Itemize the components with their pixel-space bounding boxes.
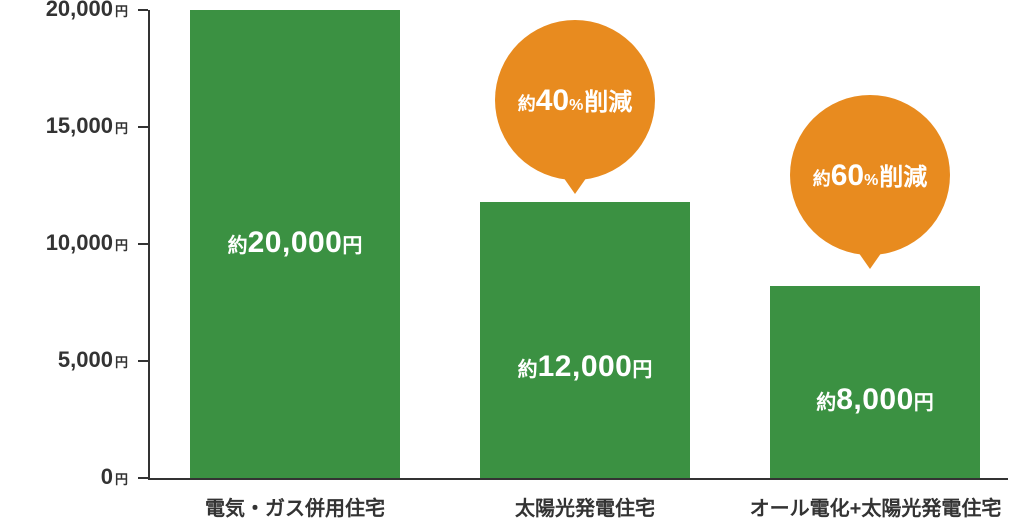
reduction-bubble-text: 約60%削減 (813, 157, 928, 193)
x-axis-label: 電気・ガス併用住宅 (190, 492, 400, 521)
y-axis-label: 10,000円 (46, 230, 128, 256)
y-tick-suffix: 円 (115, 4, 128, 19)
bar: 約12,000円 (480, 202, 690, 478)
y-tick-suffix: 円 (115, 121, 128, 136)
y-tick-value: 15,000 (46, 113, 113, 138)
bar: 約20,000円 (190, 10, 400, 478)
reduction-bubble: 約60%削減 (790, 95, 950, 255)
x-axis-line (148, 478, 1008, 480)
y-tick-suffix: 円 (115, 238, 128, 253)
x-axis-label: 太陽光発電住宅 (500, 492, 670, 521)
reduction-bubble-tail (856, 249, 884, 269)
bar-value-label: 約12,000円 (480, 350, 690, 384)
reduction-bubble: 約40%削減 (495, 20, 655, 180)
cost-comparison-chart: 0円5,000円10,000円15,000円20,000円 約20,000円約1… (0, 0, 1028, 531)
bar: 約8,000円 (770, 286, 980, 478)
y-axis-tick (138, 243, 148, 245)
y-tick-suffix: 円 (115, 472, 128, 487)
y-axis-label: 0円 (101, 464, 128, 490)
y-tick-suffix: 円 (115, 355, 128, 370)
y-tick-value: 0 (101, 464, 113, 489)
y-axis-label: 15,000円 (46, 113, 128, 139)
x-axis-label: オール電化+太陽光発電住宅 (728, 492, 1023, 521)
y-axis-tick (138, 360, 148, 362)
y-tick-value: 10,000 (46, 230, 113, 255)
reduction-bubble-text: 約40%削減 (518, 82, 633, 118)
y-axis-tick (138, 126, 148, 128)
y-axis-tick (138, 9, 148, 11)
bar-value-label: 約8,000円 (770, 383, 980, 417)
y-axis-label: 5,000円 (58, 347, 128, 373)
y-tick-value: 5,000 (58, 347, 113, 372)
reduction-bubble-tail (561, 174, 589, 194)
y-axis-line (148, 10, 150, 480)
y-tick-value: 20,000 (46, 0, 113, 21)
y-axis-label: 20,000円 (46, 0, 128, 22)
y-axis-tick (138, 477, 148, 479)
bar-value-label: 約20,000円 (190, 226, 400, 260)
